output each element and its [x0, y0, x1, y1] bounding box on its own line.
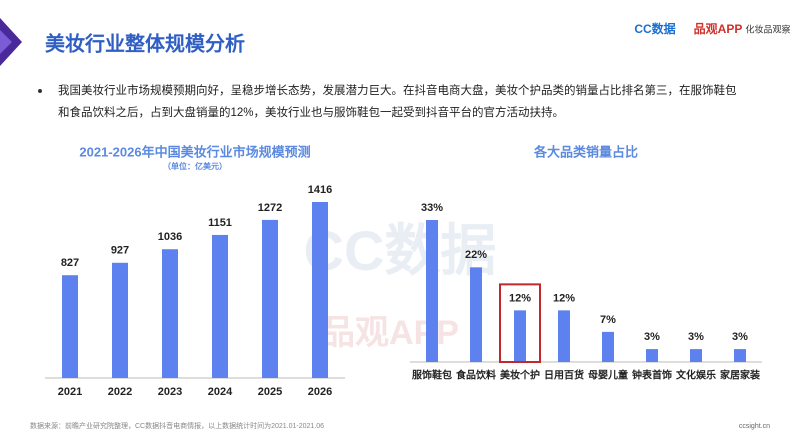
bar	[514, 310, 526, 362]
watermark: CC数据	[304, 219, 497, 282]
bar	[312, 202, 328, 378]
highlight-box	[499, 283, 541, 364]
bar	[602, 331, 614, 362]
chart-subtitle: （单位：亿美元）	[163, 161, 227, 171]
bullet-dot	[38, 89, 42, 93]
bar	[262, 219, 278, 378]
x-tick-label: 服饰鞋包	[412, 369, 452, 382]
bar	[162, 249, 178, 378]
bar	[212, 234, 228, 378]
bullet-text: 我国美妆行业市场规模预期向好，呈稳步增长态势，发展潜力巨大。在抖音电商大盘，美妆…	[58, 83, 737, 97]
value-label: 1151	[208, 217, 232, 229]
bullet-text: 和食品饮料之后，占到大盘销量的12%，美妆行业也与服饰鞋包一起受到抖音平台的官方…	[58, 105, 564, 119]
value-label: 3%	[644, 331, 660, 343]
page-title: 美妆行业整体规模分析	[45, 31, 245, 55]
value-label: 1036	[158, 231, 182, 243]
x-tick-label: 文化娱乐	[676, 369, 716, 382]
watermark: 品观APP	[321, 314, 459, 352]
x-tick-label: 食品饮料	[455, 369, 496, 382]
x-tick-label: 日用百货	[544, 369, 584, 382]
site: ccsight.cn	[739, 423, 770, 430]
x-tick-label: 2026	[308, 386, 332, 398]
bar	[690, 349, 702, 362]
x-tick-label: 2024	[208, 386, 233, 398]
bar	[470, 267, 482, 362]
x-tick-label: 2021	[58, 386, 82, 398]
value-label: 22%	[465, 249, 487, 261]
x-tick-label: 2022	[108, 386, 132, 398]
logo: 化妆品观察	[745, 23, 790, 34]
value-label: 927	[111, 245, 129, 257]
bar	[426, 220, 438, 362]
bar	[734, 349, 746, 362]
value-label: 1272	[258, 202, 282, 214]
x-tick-label: 美妆个护	[500, 369, 540, 382]
logo: CC数据	[634, 21, 675, 36]
x-tick-label: 2025	[258, 386, 282, 398]
bar	[558, 310, 570, 362]
value-label: 12%	[553, 292, 575, 304]
logo: 品观APP	[694, 22, 743, 36]
value-label: 12%	[509, 292, 531, 304]
x-tick-label: 母婴儿童	[588, 369, 628, 382]
x-tick-label: 钟表首饰	[632, 369, 672, 382]
corner-mark	[0, 30, 12, 54]
x-tick-label: 2023	[158, 386, 182, 398]
value-label: 33%	[421, 202, 443, 214]
value-label: 3%	[688, 331, 704, 343]
charts: 2021-2026年中国美妆行业市场规模预测 （单位：亿美元） 827 2021 927…	[45, 144, 762, 398]
source: 数据来源：前瞻产业研究院整理，CC数据抖音电商情报，以上数据统计时间为2021.…	[30, 421, 324, 430]
value-label: 1416	[308, 184, 332, 196]
bar	[646, 349, 658, 362]
value-label: 7%	[600, 314, 616, 326]
x-tick-label: 家居家装	[720, 369, 760, 382]
bar	[62, 275, 78, 378]
bar	[112, 262, 128, 378]
value-label: 3%	[732, 331, 748, 343]
chart-title: 2021-2026年中国美妆行业市场规模预测	[79, 144, 310, 159]
chart-title: 各大品类销量占比	[533, 144, 638, 159]
value-label: 827	[61, 257, 79, 269]
